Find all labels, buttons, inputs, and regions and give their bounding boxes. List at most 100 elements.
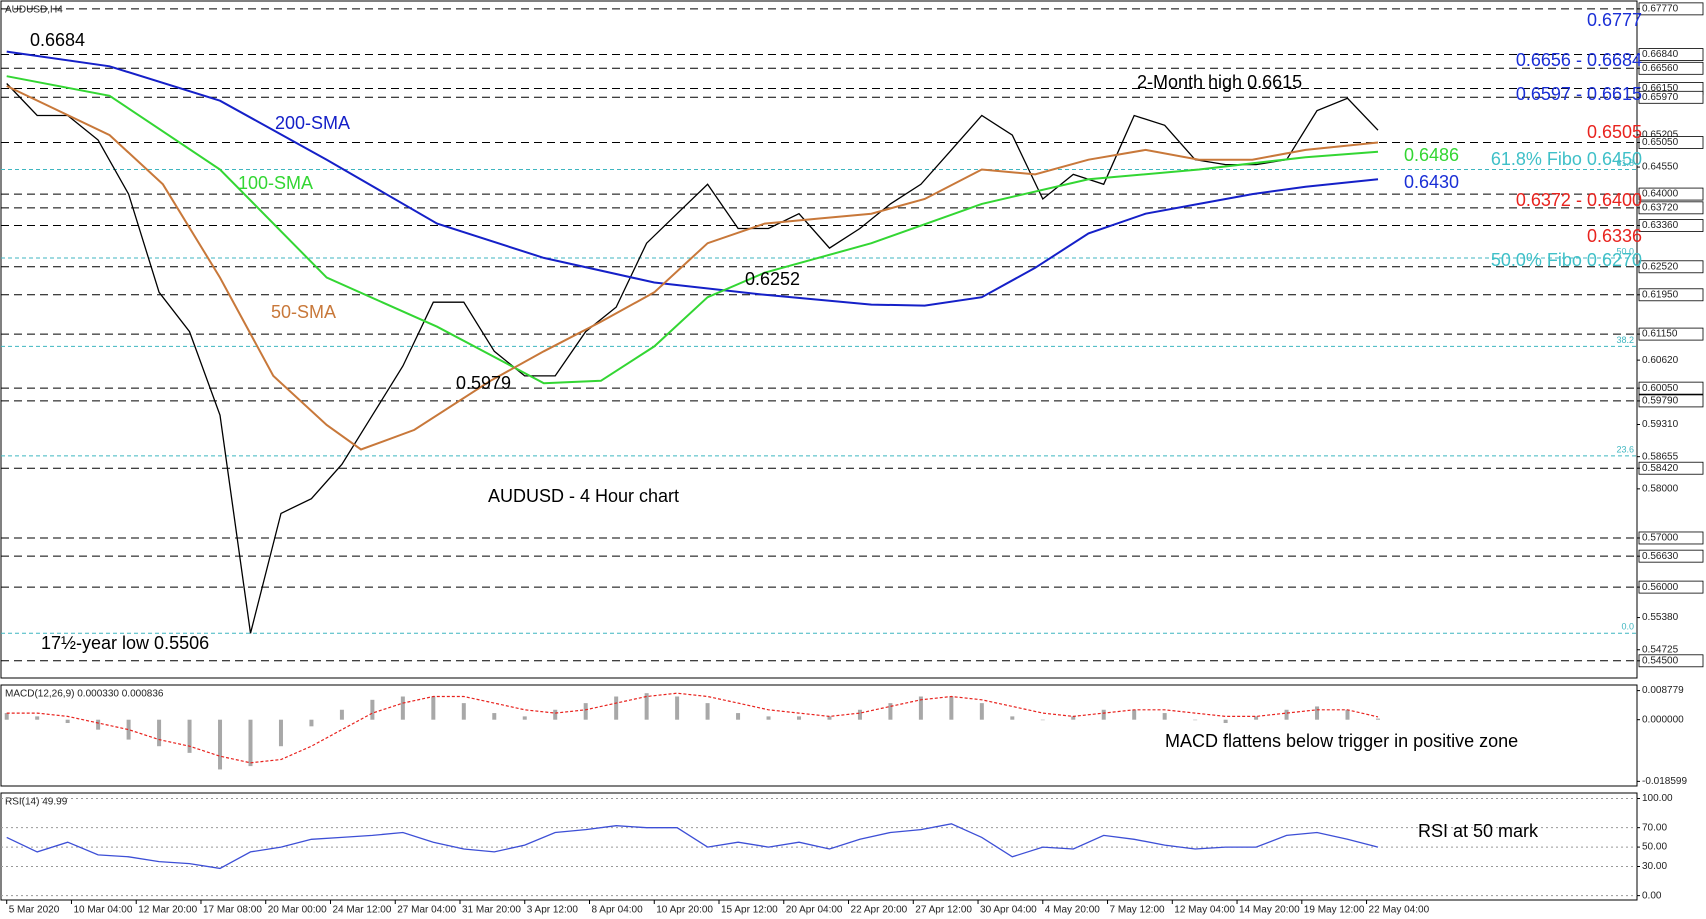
x-tick-label: 30 Apr 04:00 — [980, 905, 1037, 916]
y-tick-label: 0.60050 — [1642, 383, 1679, 394]
macd-bar — [126, 719, 131, 740]
macd-bar — [1223, 719, 1228, 724]
y-tick-label: 0.55380 — [1642, 612, 1679, 623]
annotation: 0.6777 — [1587, 10, 1642, 30]
macd-bar — [1315, 706, 1320, 720]
y-tick-label: 0.59790 — [1642, 396, 1679, 407]
y-tick-label: 0.54500 — [1642, 655, 1679, 666]
y-tick-label: 0.58655 — [1642, 451, 1679, 462]
panel-title: MACD(12,26,9) 0.000330 0.000836 — [5, 689, 164, 700]
y-tick-label: 0.61950 — [1642, 289, 1679, 300]
macd-bar — [248, 719, 253, 767]
x-tick-label: 22 Apr 20:00 — [851, 905, 908, 916]
y-tick-label: 0.65050 — [1642, 137, 1679, 148]
macd-bar — [949, 696, 954, 720]
y-tick-label: 0.57000 — [1642, 533, 1679, 544]
price-line — [6, 83, 1379, 634]
y-tick-label: 0.64550 — [1642, 162, 1679, 173]
y-tick-label: 0.63720 — [1642, 202, 1679, 213]
x-tick-label: 7 May 12:00 — [1110, 905, 1165, 916]
y-tick-label: 0.66840 — [1642, 49, 1679, 60]
sma-label: 100-SMA — [238, 173, 313, 193]
x-tick-label: 17 Mar 08:00 — [203, 905, 262, 916]
fibo-label: 0.0 — [1621, 622, 1634, 632]
annotation: 0.5979 — [456, 373, 511, 393]
fibo-label: 50.0 — [1616, 246, 1634, 256]
y-tick-label: 30.00 — [1642, 861, 1667, 872]
annotation: 0.6430 — [1404, 172, 1459, 192]
x-tick-label: 27 Apr 12:00 — [915, 905, 972, 916]
annotation: 0.6486 — [1404, 145, 1459, 165]
y-tick-label: 0.66560 — [1642, 63, 1679, 74]
sma-label: 200-SMA — [275, 113, 350, 133]
macd-bar — [797, 716, 802, 720]
y-tick-label: 0.67770 — [1642, 4, 1679, 15]
x-tick-label: 20 Mar 00:00 — [268, 905, 327, 916]
x-tick-label: 24 Mar 12:00 — [332, 905, 391, 916]
macd-bar — [705, 703, 710, 720]
annotation: 0.6336 — [1587, 226, 1642, 246]
macd-bar — [492, 713, 497, 720]
macd-bar — [583, 703, 588, 720]
macd-bar — [644, 693, 649, 720]
sma-label: 50-SMA — [271, 302, 336, 322]
y-tick-label: 0.65970 — [1642, 92, 1679, 103]
macd-bar — [370, 699, 375, 720]
annotation: MACD flattens below trigger in positive … — [1165, 731, 1518, 751]
panel-frame — [0, 684, 1638, 787]
y-tick-label: 0.61150 — [1642, 329, 1678, 340]
annotation: 0.6597 - 0.6615 — [1516, 84, 1642, 104]
annotation: 0.6372 - 0.6400 — [1516, 190, 1642, 210]
y-tick-label: 0.59310 — [1642, 419, 1679, 430]
macd-bar — [1254, 716, 1259, 720]
annotation: AUDUSD - 4 Hour chart — [488, 486, 679, 506]
fibo-label: 38.2 — [1616, 335, 1634, 345]
signal-line — [6, 692, 1379, 764]
macd-bar — [522, 716, 527, 720]
macd-bar — [1162, 713, 1167, 720]
x-tick-label: 31 Mar 20:00 — [462, 905, 521, 916]
x-tick-label: 22 May 04:00 — [1369, 905, 1430, 916]
x-tick-label: 10 Mar 04:00 — [73, 905, 132, 916]
x-tick-label: 20 Apr 04:00 — [786, 905, 843, 916]
macd-bar — [675, 696, 680, 720]
panel-frame — [0, 0, 1638, 679]
x-tick-label: 14 May 20:00 — [1239, 905, 1300, 916]
y-tick-label: 0.58420 — [1642, 463, 1679, 474]
sma-line — [6, 85, 1379, 451]
sma-line — [6, 75, 1379, 385]
y-tick-label: 0.56630 — [1642, 551, 1679, 562]
x-tick-label: 15 Apr 12:00 — [721, 905, 778, 916]
annotation: 0.6656 - 0.6684 — [1516, 50, 1642, 70]
x-tick-label: 19 May 12:00 — [1304, 905, 1365, 916]
y-tick-label: -0.018599 — [1642, 776, 1687, 787]
x-tick-label: 12 Mar 20:00 — [138, 905, 197, 916]
y-tick-label: 100.00 — [1642, 793, 1673, 804]
macd-bar — [1040, 719, 1045, 721]
macd-bar — [400, 696, 405, 720]
macd-bar — [736, 713, 741, 720]
y-tick-label: 0.65205 — [1642, 130, 1679, 141]
y-tick-label: 0.66150 — [1642, 83, 1679, 94]
macd-bar — [96, 719, 101, 730]
macd-bar — [4, 713, 9, 720]
macd-bar — [1101, 709, 1106, 720]
price-line — [6, 823, 1379, 870]
macd-bar — [461, 703, 466, 720]
y-tick-label: 50.00 — [1642, 842, 1667, 853]
annotation: 61.8% Fibo 0.6450 — [1491, 149, 1642, 169]
annotation: 0.6252 — [745, 269, 800, 289]
macd-bar — [888, 703, 893, 720]
y-tick-label: 0.00 — [1642, 890, 1662, 901]
macd-bar — [1010, 716, 1015, 720]
sma-line — [6, 50, 1379, 307]
x-tick-label: 5 Mar 2020 — [9, 905, 60, 916]
x-tick-label: 12 May 04:00 — [1174, 905, 1235, 916]
y-tick-label: 0.54725 — [1642, 644, 1679, 655]
x-tick-label: 4 May 20:00 — [1045, 905, 1100, 916]
macd-bar — [157, 719, 162, 747]
y-tick-label: 0.62520 — [1642, 261, 1679, 272]
macd-bar — [309, 719, 314, 727]
y-tick-label: 0.64000 — [1642, 189, 1679, 200]
